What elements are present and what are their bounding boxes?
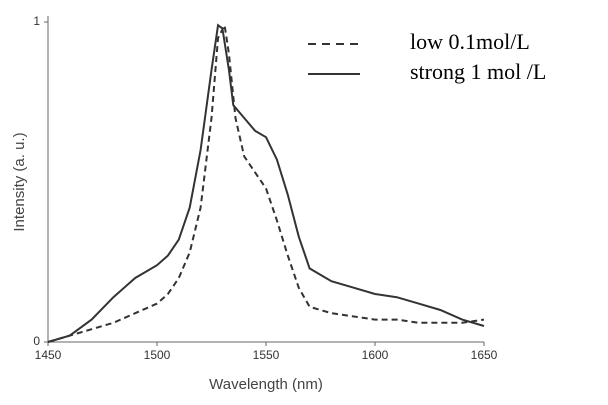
- x-tick-label: 1450: [35, 348, 62, 362]
- y-tick-label: 1: [33, 14, 40, 28]
- legend-label: strong 1 mol /L: [410, 59, 546, 84]
- legend-label: low 0.1mol/L: [410, 29, 530, 54]
- y-axis-title: Intensity (a. u.): [11, 132, 28, 231]
- x-axis-title: Wavelength (nm): [209, 376, 323, 393]
- x-tick-label: 1500: [144, 348, 171, 362]
- y-tick-label: 0: [33, 334, 40, 348]
- x-tick-label: 1550: [253, 348, 280, 362]
- series-line: [47, 21, 485, 343]
- x-tick-label: 1600: [362, 348, 389, 362]
- x-tick-label: 1650: [471, 348, 498, 362]
- series-line: [47, 23, 485, 343]
